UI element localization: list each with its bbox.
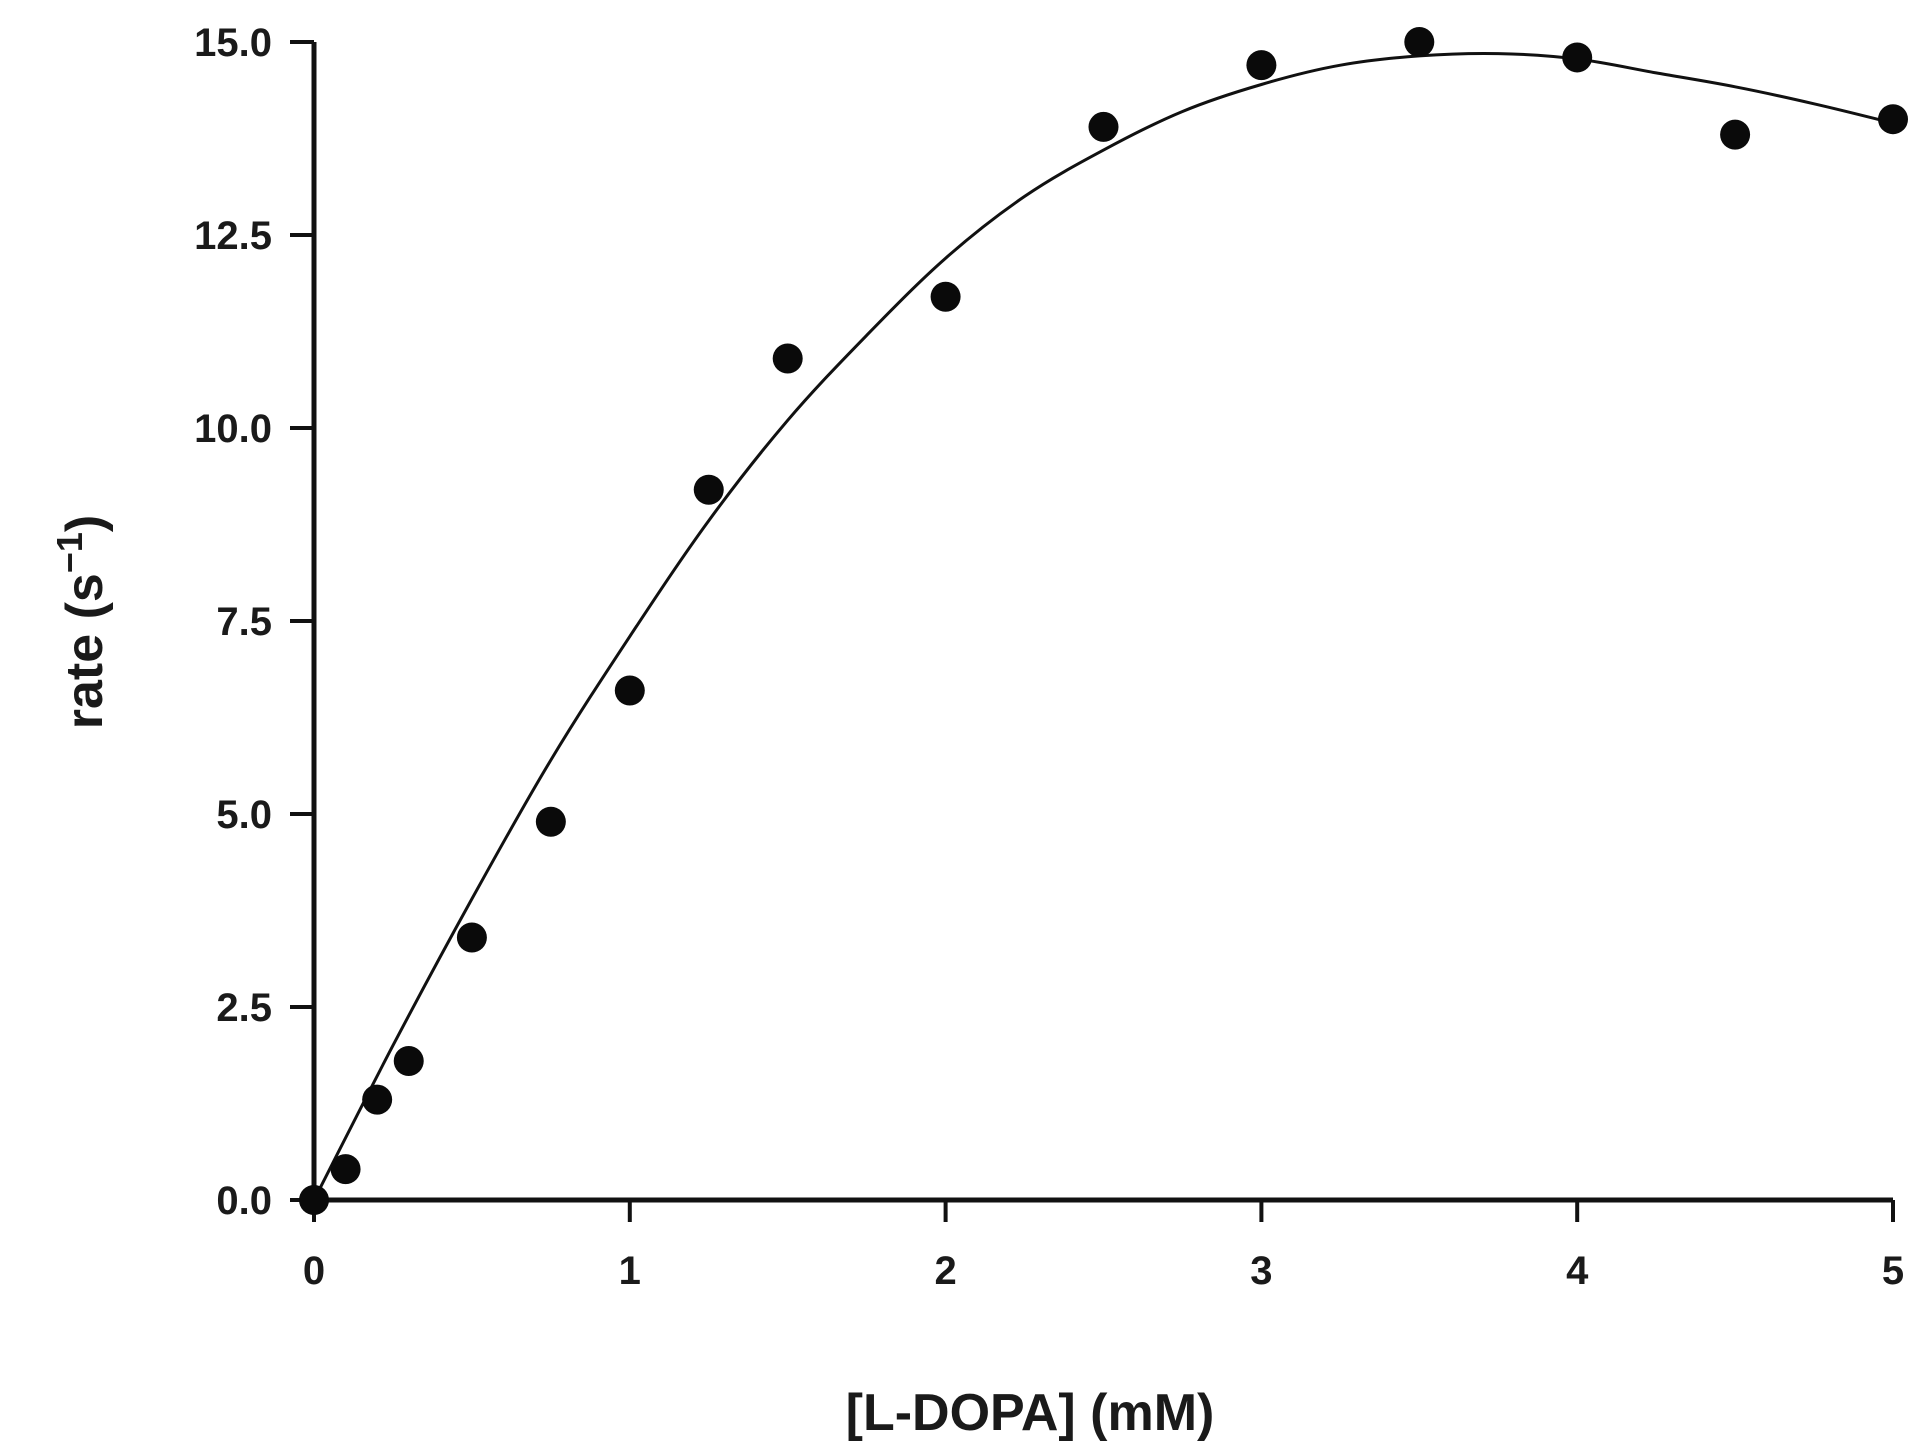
data-point	[1878, 104, 1908, 135]
y-tick-label: 12.5	[194, 214, 272, 258]
y-ticks: 0.0 2.5 5.0 7.5 10.0 12.5 15.0	[194, 21, 314, 1223]
x-axis-title: [L-DOPA] (mM)	[846, 1384, 1215, 1442]
x-tick-label: 3	[1250, 1249, 1272, 1293]
x-tick-label: 0	[303, 1249, 325, 1293]
y-tick-label: 5.0	[216, 793, 272, 837]
y-tick-label: 0.0	[216, 1179, 272, 1223]
data-point	[693, 474, 724, 505]
data-point	[614, 675, 645, 706]
y-tick-label: 15.0	[194, 21, 272, 65]
data-point	[1404, 27, 1435, 57]
data-point	[330, 1154, 361, 1185]
y-tick-label: 2.5	[216, 986, 272, 1030]
x-tick-label: 5	[1882, 1249, 1904, 1293]
x-tick-label: 4	[1566, 1249, 1589, 1293]
data-point	[930, 281, 961, 312]
x-ticks: 0 1 2 3 4 5	[303, 1200, 1904, 1293]
y-tick-label: 7.5	[216, 600, 272, 644]
y-axis-title-close: )	[56, 515, 114, 532]
data-point	[393, 1046, 424, 1077]
data-point	[535, 806, 566, 837]
y-axis-title: rate (s−1)	[49, 515, 114, 729]
data-point	[1720, 119, 1751, 150]
x-tick-label: 1	[619, 1249, 641, 1293]
data-point	[1088, 111, 1119, 142]
data-point	[299, 1185, 329, 1215]
y-axis-title-superscript: −1	[49, 532, 90, 573]
data-point	[362, 1084, 393, 1115]
data-points	[299, 27, 1908, 1215]
x-tick-label: 2	[934, 1249, 956, 1293]
data-point	[456, 922, 487, 953]
fit-curve	[312, 51, 1894, 1201]
data-point	[772, 343, 803, 374]
y-tick-label: 10.0	[194, 407, 272, 451]
data-point	[1246, 50, 1277, 81]
axes	[311, 42, 1893, 1203]
y-axis-title-main: rate (s	[56, 573, 114, 729]
data-point	[1562, 42, 1593, 73]
